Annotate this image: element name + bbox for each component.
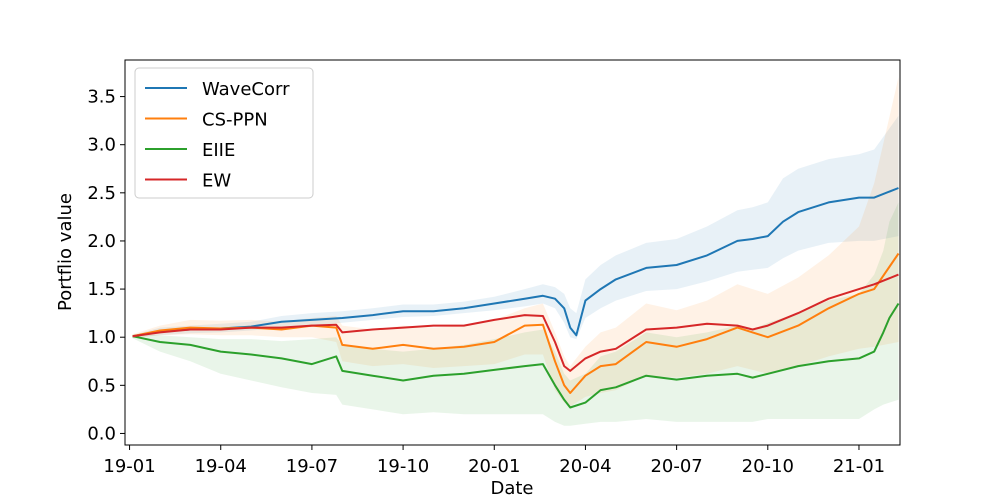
y-tick-label: 2.5 <box>87 183 116 204</box>
x-tick-label: 19-07 <box>286 456 338 477</box>
y-axis-ticks: 0.0 0.5 1.0 1.5 2.0 2.5 3.0 3.5 <box>87 87 125 444</box>
x-tick-label: 19-01 <box>103 456 155 477</box>
plot-area-frame <box>124 59 901 446</box>
x-tick-label: 20-10 <box>742 456 794 477</box>
eiie-legend-label: EIIE <box>202 140 235 161</box>
x-axis-ticks: 19-01 19-04 19-07 19-10 20-01 20-04 20-07 20-10… <box>103 445 885 477</box>
ew-line <box>132 273 899 372</box>
cs-ppn-legend-label: CS-PPN <box>202 110 268 131</box>
legend: WaveCorr CS-PPN EIIE EW <box>134 67 314 199</box>
y-tick-label: 1.5 <box>87 279 116 300</box>
series-lines <box>132 187 900 409</box>
x-tick-label: 20-01 <box>468 456 520 477</box>
cs-ppn-line <box>132 252 900 394</box>
x-tick-label: 20-07 <box>650 456 702 477</box>
eiie-line <box>132 302 900 409</box>
x-tick-label: 21-01 <box>833 456 885 477</box>
x-tick-label: 20-04 <box>559 456 611 477</box>
y-tick-label: 3.0 <box>87 135 116 156</box>
x-tick-label: 19-04 <box>195 456 247 477</box>
legend-items: WaveCorr CS-PPN EIIE EW <box>145 79 290 192</box>
y-tick-label: 0.5 <box>87 375 116 396</box>
y-tick-label: 1.0 <box>87 327 116 348</box>
wavecorr-legend-label: WaveCorr <box>202 79 290 100</box>
y-tick-label: 3.5 <box>87 87 116 108</box>
eiie-band <box>132 202 899 426</box>
wavecorr-line <box>132 187 899 338</box>
y-tick-label: 0.0 <box>87 423 116 444</box>
x-tick-label: 19-10 <box>377 456 429 477</box>
y-axis-label: Portflio value <box>55 193 76 311</box>
y-tick-label: 2.0 <box>87 231 116 252</box>
x-axis-label: Date <box>490 478 533 499</box>
wavecorr-band <box>132 115 899 340</box>
ew-legend-label: EW <box>202 171 231 192</box>
legend-box <box>134 67 314 199</box>
